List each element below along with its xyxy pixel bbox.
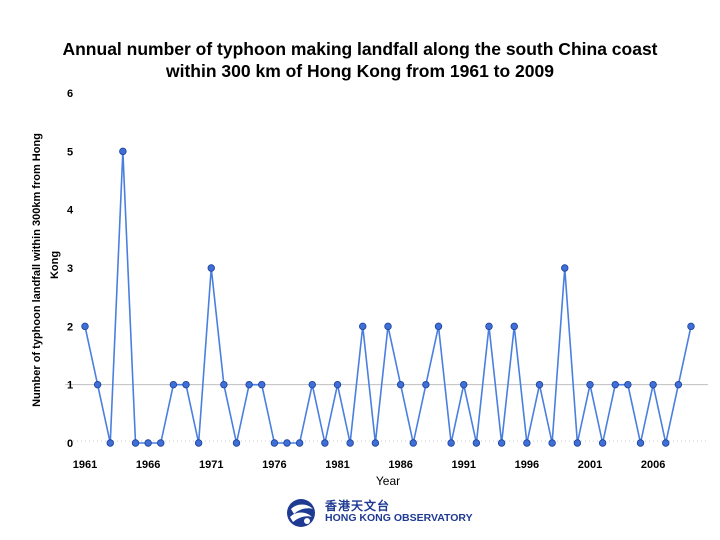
data-point	[106, 439, 114, 447]
y-tick-label: 5	[67, 146, 73, 158]
data-point	[157, 439, 165, 447]
x-tick-label: 1986	[388, 459, 412, 471]
x-tick-label: 1966	[136, 459, 160, 471]
data-point	[371, 439, 380, 447]
x-tick-label: 1971	[199, 459, 223, 471]
data-point	[485, 322, 493, 331]
data-point	[422, 380, 430, 389]
data-point	[409, 439, 417, 447]
data-point	[561, 264, 569, 272]
chart-title-line-2: within 300 km of Hong Kong from 1961 to …	[166, 61, 554, 81]
data-point	[308, 380, 316, 389]
data-point	[270, 439, 279, 447]
x-tick-label: 1981	[325, 459, 349, 471]
data-point	[232, 439, 241, 447]
y-tick-label: 4	[67, 205, 74, 217]
hong-kong-observatory-logo: 香港天文台 HONG KONG OBSERVATORY	[285, 497, 473, 529]
data-point	[649, 380, 657, 389]
data-point	[359, 322, 367, 331]
x-tick-label: 1991	[452, 459, 476, 471]
data-point	[460, 380, 468, 389]
data-point	[523, 439, 531, 447]
x-tick-label: 1961	[73, 459, 97, 471]
data-point	[258, 380, 266, 389]
data-point	[194, 439, 203, 447]
data-point	[598, 439, 607, 447]
data-point	[169, 380, 178, 389]
data-point	[81, 322, 89, 331]
y-axis-title-line-2: Kong	[49, 251, 61, 279]
x-tick-label: 1996	[515, 459, 539, 471]
data-point	[662, 439, 670, 447]
data-point	[586, 380, 594, 389]
data-point	[535, 380, 544, 389]
data-point	[333, 380, 342, 389]
data-point	[295, 439, 304, 447]
data-point	[674, 380, 683, 389]
data-point	[93, 380, 102, 389]
data-point	[611, 380, 619, 389]
chart-title: Annual number of typhoon making landfall…	[0, 38, 720, 82]
data-point	[434, 322, 443, 331]
chart-title-line-1: Annual number of typhoon making landfall…	[62, 39, 658, 59]
y-tick-label: 2	[67, 321, 73, 333]
series-line	[84, 150, 692, 444]
data-point	[283, 439, 291, 447]
data-point	[447, 439, 455, 447]
x-tick-label: 1976	[262, 459, 286, 471]
x-axis-title: Year	[376, 474, 400, 488]
data-point	[207, 264, 215, 272]
series-layer	[81, 147, 695, 447]
data-point	[245, 380, 253, 389]
logo-english-text: HONG KONG OBSERVATORY	[325, 512, 473, 524]
label-layer: 0 1 2 3 4 5 6 1961 1966 1971 1976 1981 1986 1991 1996 2…	[31, 88, 665, 488]
data-point	[636, 439, 645, 447]
y-tick-label: 1	[67, 380, 73, 392]
logo-chinese-text: 香港天文台	[325, 499, 391, 513]
data-point	[687, 322, 695, 331]
data-point	[321, 439, 329, 447]
data-point	[119, 147, 127, 156]
y-axis-title-line-1: Number of typhoon landfall within 300km …	[31, 133, 43, 407]
data-point	[548, 439, 556, 447]
data-point	[472, 439, 481, 447]
data-point	[624, 380, 632, 389]
data-point	[510, 322, 518, 331]
data-point	[497, 439, 506, 447]
data-point	[384, 322, 392, 331]
y-tick-label: 0	[67, 438, 73, 450]
y-tick-label: 3	[67, 263, 73, 275]
x-tick-label: 2001	[578, 459, 602, 471]
data-point	[182, 380, 190, 389]
data-point	[396, 380, 405, 389]
data-point	[131, 439, 140, 447]
data-point	[220, 380, 228, 389]
data-point	[573, 439, 582, 447]
y-tick-label: 6	[67, 88, 73, 100]
observatory-emblem-icon	[287, 499, 315, 527]
data-point	[144, 439, 152, 447]
data-point	[346, 439, 354, 447]
x-tick-label: 2006	[641, 459, 665, 471]
